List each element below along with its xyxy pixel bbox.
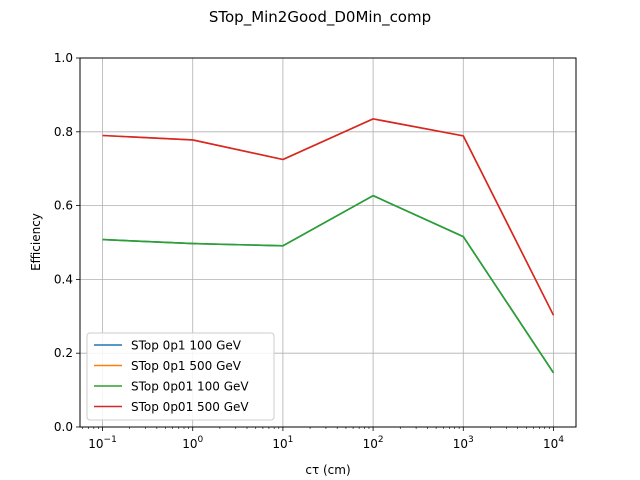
- x-tick-label: 102: [363, 435, 384, 451]
- y-tick-label: 0.4: [54, 272, 73, 286]
- y-tick-label: 0.2: [54, 346, 73, 360]
- legend-label: STop 0p1 100 GeV: [131, 339, 242, 353]
- y-axis-label: Efficiency: [29, 213, 43, 271]
- legend-label: STop 0p1 500 GeV: [131, 359, 242, 373]
- x-axis-label: cτ (cm): [305, 463, 350, 477]
- legend-label: STop 0p01 500 GeV: [131, 400, 249, 414]
- axis-ticks: 0.0 0.2 0.4 0.6 0.8 1.0 10−1 100 101 102 103 104: [54, 51, 564, 451]
- y-tick-label: 0.0: [54, 420, 73, 434]
- series-line: [102, 118, 555, 316]
- y-tick-label: 0.8: [54, 125, 73, 139]
- series-line: [102, 118, 555, 316]
- x-tick-label: 101: [272, 435, 293, 451]
- chart-title: STop_Min2Good_D0Min_comp: [209, 8, 431, 27]
- legend: STop 0p1 100 GeV STop 0p1 500 GeV STop 0p0…: [86, 332, 275, 421]
- plot-frame: [79, 57, 577, 428]
- x-tick-label: 104: [543, 435, 564, 451]
- legend-label: STop 0p01 100 GeV: [131, 380, 249, 394]
- series-lines: [102, 118, 555, 374]
- y-tick-label: 1.0: [54, 51, 73, 65]
- x-tick-label: 10−1: [88, 435, 117, 451]
- legend-box: [86, 332, 275, 421]
- x-tick-label: 103: [453, 435, 474, 451]
- series-line: [102, 194, 555, 374]
- x-tick-label: 100: [182, 435, 203, 451]
- y-tick-label: 0.6: [54, 199, 73, 213]
